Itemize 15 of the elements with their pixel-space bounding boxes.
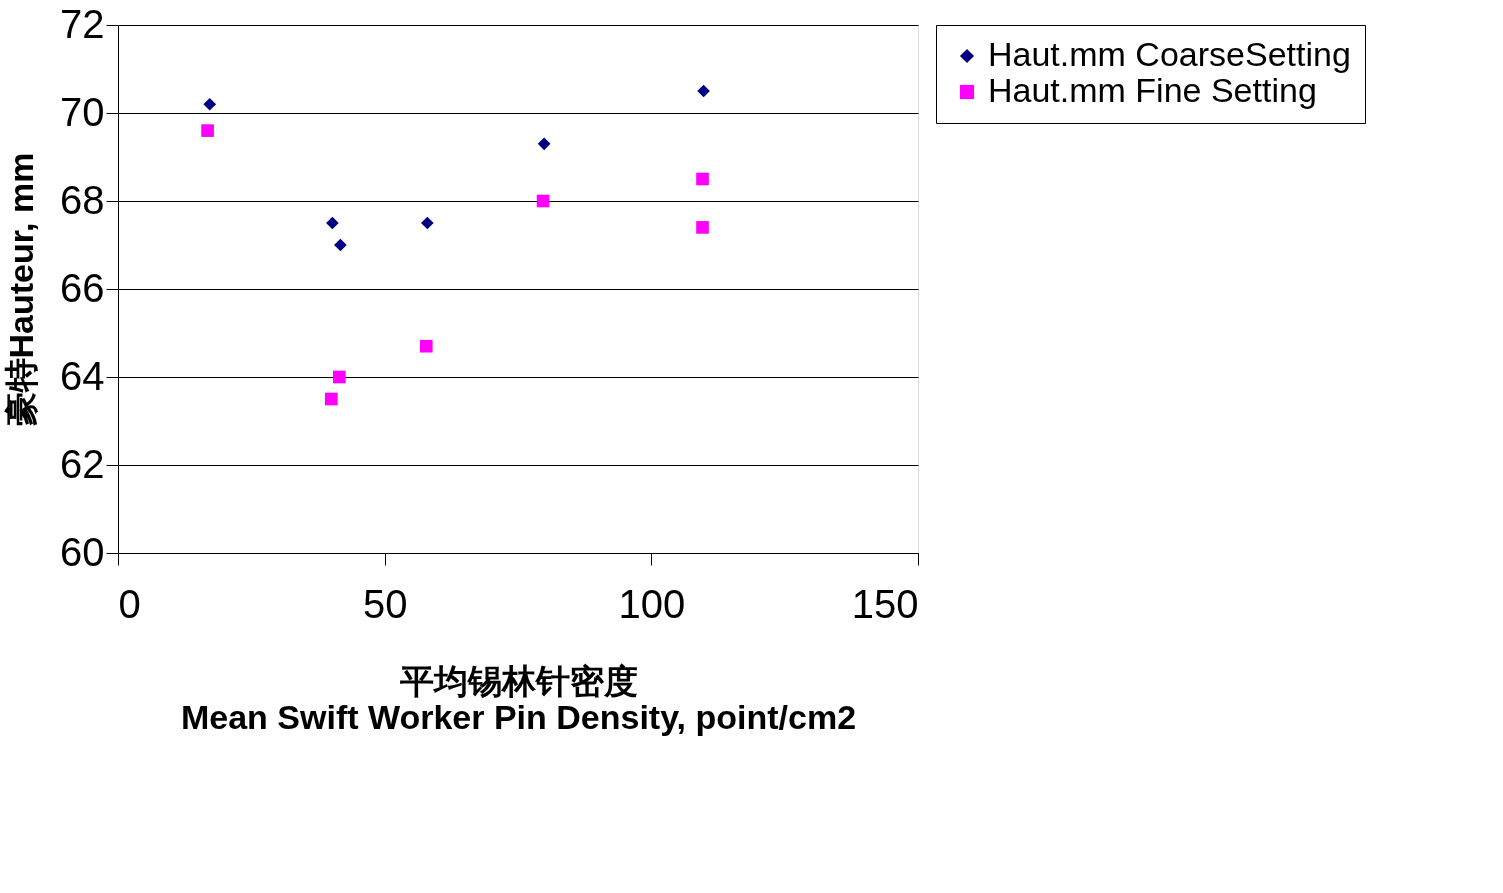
legend-label: Haut.mm CoarseSetting [988, 35, 1351, 73]
y-tick-label: 66 [60, 265, 105, 310]
x-tick-label: 150 [851, 581, 919, 626]
legend-label: Haut.mm Fine Setting [988, 71, 1317, 109]
y-tick-label: 70 [60, 89, 105, 134]
x-tick-label: 0 [118, 581, 141, 626]
x-tick-label: 100 [618, 581, 686, 626]
y-tick-label: 62 [60, 441, 105, 486]
y-tick-label: 60 [60, 529, 105, 574]
x-axis-title: 平均锡林针密度 Mean Swift Worker Pin Density, point/cm2 [180, 661, 857, 736]
y-tick-label: 68 [60, 177, 105, 222]
x-tick-label: 50 [362, 581, 408, 626]
y-tick-label: 72 [60, 1, 105, 46]
y-tick-label: 64 [60, 353, 105, 398]
y-axis-title: 豪特Hauteur, mm [2, 152, 41, 427]
